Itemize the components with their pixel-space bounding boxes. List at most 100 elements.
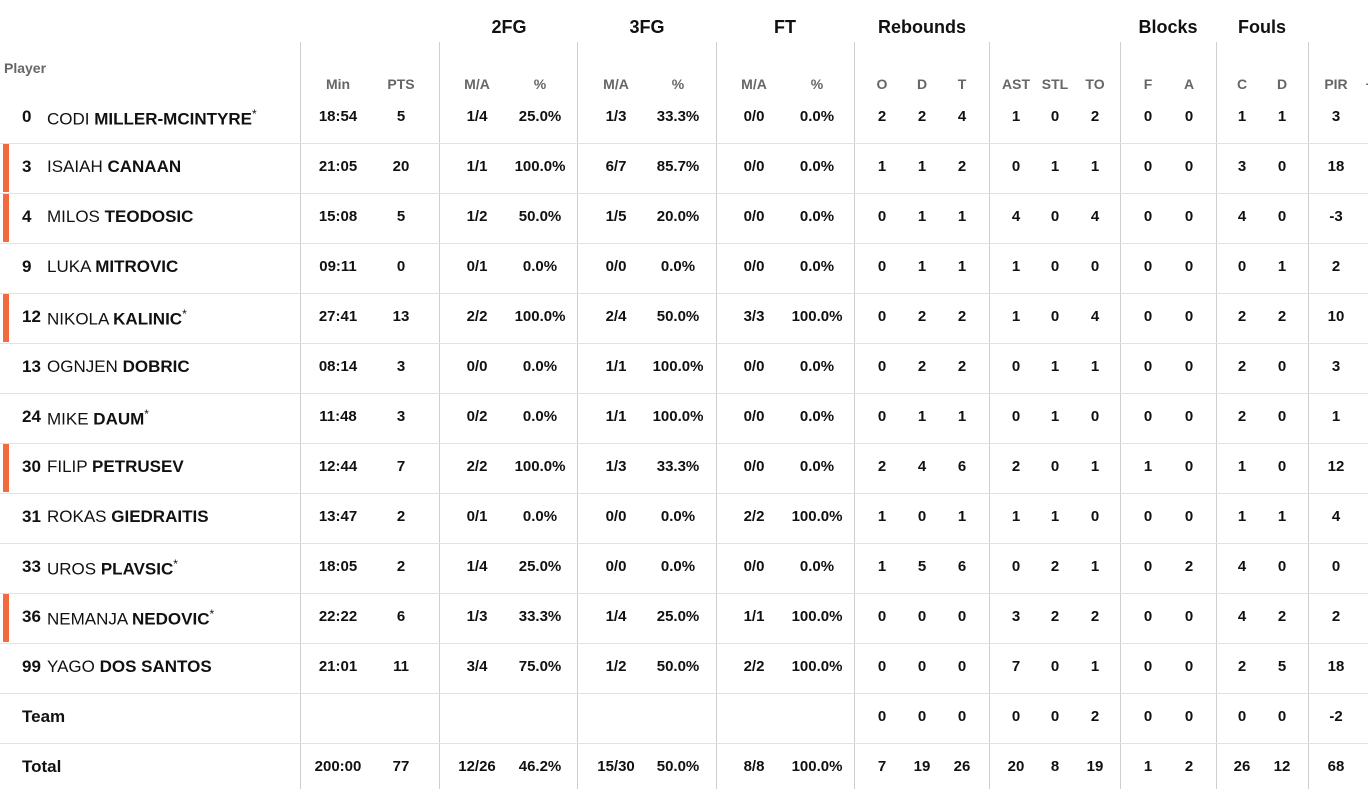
- stat-cell: 85.7%: [656, 158, 700, 175]
- player-name-link[interactable]: OGNJEN DOBRIC: [47, 357, 190, 377]
- player-row: 4 MILOS TEODOSIC 15:08 5 1/2 50.0% 1/5 20.0% 0/0…: [0, 193, 1368, 243]
- column-header-16[interactable]: C: [1236, 76, 1248, 92]
- stat-cell: 1: [1050, 158, 1060, 175]
- stat-cell: 4: [917, 458, 927, 475]
- player-first-name: LUKA: [47, 257, 96, 276]
- stat-cell: 5: [1277, 658, 1287, 675]
- stat-cell: 1: [917, 258, 927, 275]
- stat-cell: 0/0: [743, 158, 765, 175]
- player-last-name: GIEDRAITIS: [111, 507, 209, 526]
- player-name-link[interactable]: MILOS TEODOSIC: [47, 207, 193, 227]
- team-row: Team 0 0 0 0 0 2 0 0 0 0 -2: [0, 693, 1368, 743]
- stat-cell: 2: [917, 108, 927, 125]
- player-row: 9 LUKA MITROVIC 09:11 0 0/1 0.0% 0/0 0.0% 0/0 0.0…: [0, 243, 1368, 293]
- column-divider: [716, 42, 717, 789]
- stat-cell: 0.0%: [660, 558, 696, 575]
- row-divider: [0, 593, 1368, 594]
- player-name-link[interactable]: MIKE DAUM*: [47, 407, 149, 430]
- stat-cell: 2: [1184, 558, 1194, 575]
- player-name-link[interactable]: ROKAS GIEDRAITIS: [47, 507, 209, 527]
- player-name-link[interactable]: LUKA MITROVIC: [47, 257, 178, 277]
- stat-cell: 3: [396, 358, 406, 375]
- column-header-7[interactable]: %: [810, 76, 824, 92]
- stat-cell: 1: [1011, 258, 1021, 275]
- column-divider: [1308, 42, 1309, 789]
- stat-cell: 2: [1090, 108, 1100, 125]
- player-name-link[interactable]: CODI MILLER-MCINTYRE*: [47, 107, 257, 130]
- stat-cell: 1: [1050, 408, 1060, 425]
- column-header-3[interactable]: %: [533, 76, 547, 92]
- player-name-link[interactable]: YAGO DOS SANTOS: [47, 657, 212, 677]
- starter-asterisk: *: [173, 557, 178, 571]
- player-name-link[interactable]: NIKOLA KALINIC*: [47, 307, 187, 330]
- stat-cell: 0: [1277, 408, 1287, 425]
- stat-cell: 25.0%: [656, 608, 700, 625]
- column-header-4[interactable]: M/A: [603, 76, 629, 92]
- column-header-10[interactable]: T: [957, 76, 967, 92]
- player-row: 3 ISAIAH CANAAN 21:05 20 1/1 100.0% 6/7 85.7% 0/…: [0, 143, 1368, 193]
- player-column-header[interactable]: Player: [4, 60, 47, 76]
- player-last-name: NEDOVIC: [132, 609, 210, 629]
- stat-cell: 5: [396, 108, 406, 125]
- stat-cell: 2: [1050, 608, 1060, 625]
- column-header-5[interactable]: %: [671, 76, 685, 92]
- column-divider: [854, 42, 855, 789]
- player-name-link[interactable]: UROS PLAVSIC*: [47, 557, 178, 580]
- stat-cell: 1: [1277, 108, 1287, 125]
- column-header-0[interactable]: Min: [325, 76, 351, 92]
- stat-cell: 1: [877, 158, 887, 175]
- column-header-13[interactable]: TO: [1085, 76, 1105, 92]
- stat-cell: 0: [396, 258, 406, 275]
- stat-cell: 19: [913, 758, 931, 775]
- stat-cell: 0/1: [466, 508, 488, 525]
- row-divider: [0, 243, 1368, 244]
- player-row: 36 NEMANJA NEDOVIC* 22:22 6 1/3 33.3% 1/4 25.0%…: [0, 593, 1368, 643]
- player-first-name: YAGO: [47, 657, 100, 676]
- stat-cell: 50.0%: [518, 208, 562, 225]
- column-header-8[interactable]: O: [876, 76, 888, 92]
- player-number: 33: [22, 557, 41, 576]
- stat-cell: 0: [1184, 308, 1194, 325]
- column-header-9[interactable]: D: [916, 76, 928, 92]
- stat-cell: 1: [957, 208, 967, 225]
- stat-cell: 46.2%: [518, 758, 562, 775]
- stat-cell: 0: [1184, 658, 1194, 675]
- stat-cell: 33.3%: [656, 458, 700, 475]
- stat-cell: 6: [957, 558, 967, 575]
- stat-cell: 3: [1331, 358, 1341, 375]
- column-header-11[interactable]: AST: [1002, 76, 1030, 92]
- row-divider: [0, 693, 1368, 694]
- column-header-18[interactable]: PIR: [1324, 76, 1348, 92]
- player-name-link[interactable]: NEMANJA NEDOVIC*: [47, 607, 214, 630]
- stat-cell: 0/0: [743, 558, 765, 575]
- column-header-2[interactable]: M/A: [464, 76, 490, 92]
- column-header-12[interactable]: STL: [1041, 76, 1069, 92]
- stat-cell: 0: [877, 408, 887, 425]
- stat-cell: 2: [1277, 608, 1287, 625]
- column-header-19[interactable]: +/-: [1366, 76, 1368, 94]
- stat-cell: 4: [1237, 608, 1247, 625]
- column-header-6[interactable]: M/A: [741, 76, 767, 92]
- column-header-17[interactable]: D: [1276, 76, 1288, 92]
- player-number: 4: [22, 207, 32, 226]
- group-header-rebounds: Rebounds: [878, 17, 966, 37]
- player-first-name: CODI: [47, 109, 95, 129]
- player-name-link[interactable]: ISAIAH CANAAN: [47, 157, 181, 177]
- row-divider: [0, 393, 1368, 394]
- stat-cell: 20: [392, 158, 410, 175]
- stat-cell: 2: [1011, 458, 1021, 475]
- stat-cell: 0/0: [743, 358, 765, 375]
- stat-cell: 0: [877, 358, 887, 375]
- stat-cell: 50.0%: [656, 658, 700, 675]
- stat-cell: 0: [1143, 408, 1153, 425]
- column-header-15[interactable]: A: [1183, 76, 1195, 92]
- stat-cell: 1: [877, 558, 887, 575]
- player-last-name: TEODOSIC: [104, 207, 194, 226]
- stat-cell: 0: [1090, 408, 1100, 425]
- starter-marker: [3, 294, 9, 342]
- stat-cell: 4: [1237, 208, 1247, 225]
- column-header-14[interactable]: F: [1143, 76, 1153, 92]
- player-name-link[interactable]: FILIP PETRUSEV: [47, 457, 184, 477]
- column-header-1[interactable]: PTS: [387, 76, 415, 92]
